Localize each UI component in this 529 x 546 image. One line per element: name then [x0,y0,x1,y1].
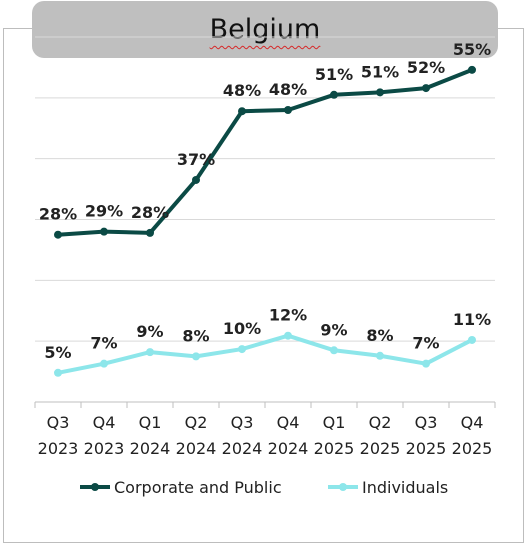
chart-title: Belgium [209,14,321,45]
chart-frame [3,28,524,543]
x-tick-label-year: 2025 [452,439,493,458]
x-tick-label-quarter: Q3 [231,413,254,432]
series-point-1 [192,352,200,361]
series-point-1 [238,345,246,354]
x-tick-label-quarter: Q1 [139,413,162,432]
data-label-1: 9% [136,322,163,341]
series-point-0 [284,106,292,114]
series-point-1 [146,348,154,357]
x-tick-label-year: 2025 [360,439,401,458]
series-line-1 [56,333,474,375]
data-label-0: 37% [177,150,215,169]
x-tick-label-quarter: Q4 [277,413,300,432]
x-tick-label-quarter: Q4 [93,413,116,432]
series-point-0 [192,175,200,184]
x-tick-label-year: 2024 [176,439,217,458]
x-tick-label-quarter: Q3 [415,413,438,432]
data-label-0: 51% [315,65,353,84]
x-tick-label-year: 2023 [84,439,125,458]
data-label-0: 29% [85,202,123,221]
data-label-1: 8% [182,326,209,345]
x-tick-label-year: 2024 [268,439,309,458]
data-label-0: 48% [269,80,307,99]
x-tick-label-quarter: Q4 [461,413,484,432]
legend: Corporate and Public Individuals [80,478,448,497]
series-point-0 [54,230,62,239]
x-tick-label-year: 2025 [314,439,355,458]
data-label-0: 28% [131,203,169,222]
x-tick-label-quarter: Q2 [185,413,208,432]
data-label-0: 28% [39,205,77,224]
series-point-0 [100,227,108,236]
series-line-0 [56,67,474,237]
series-point-1 [376,351,384,360]
x-tick-label-year: 2025 [406,439,447,458]
data-label-1: 7% [90,334,117,353]
legend-marker-0 [91,483,99,491]
series-point-0 [146,228,154,237]
series-point-1 [284,331,292,340]
series-point-1 [100,359,108,368]
series-point-1 [330,346,338,355]
x-axis: Q3 2023 Q4 2023 Q1 2024 Q2 2024 Q3 2024 Q4 2024 Q1 20… [34,401,496,458]
data-labels: 28% 29% 28% 37% 48% 48% 51% 51% 52% 55% 5% 7% 9% 8% 10… [39,40,491,362]
legend-marker-1 [339,483,347,491]
data-label-1: 9% [320,320,347,339]
data-label-1: 12% [269,306,307,325]
x-tick-label-quarter: Q2 [369,413,392,432]
x-tick-label-quarter: Q3 [47,413,70,432]
data-label-0: 48% [223,81,261,100]
chart-title-box: Belgium [32,1,498,58]
data-label-0: 52% [407,58,445,77]
data-label-1: 8% [366,326,393,345]
gridlines [35,36,495,342]
series-point-0 [376,88,384,97]
series-lines [54,65,476,377]
series-point-1 [468,335,476,344]
x-tick-label-year: 2024 [130,439,171,458]
series-point-1 [54,368,62,377]
data-label-0: 51% [361,62,399,81]
data-label-0: 55% [453,40,491,59]
series-point-0 [330,90,338,99]
data-label-1: 5% [44,343,71,362]
series-point-0 [422,84,430,93]
series-point-1 [422,359,430,368]
series-point-0 [238,107,246,116]
legend-label-0: Corporate and Public [114,478,282,497]
x-tick-label-quarter: Q1 [323,413,346,432]
series-point-0 [468,65,476,74]
data-label-1: 7% [412,334,439,353]
data-label-1: 11% [453,310,491,329]
x-tick-label-year: 2023 [38,439,79,458]
data-label-1: 10% [223,319,261,338]
x-tick-label-year: 2024 [222,439,263,458]
legend-label-1: Individuals [362,478,448,497]
